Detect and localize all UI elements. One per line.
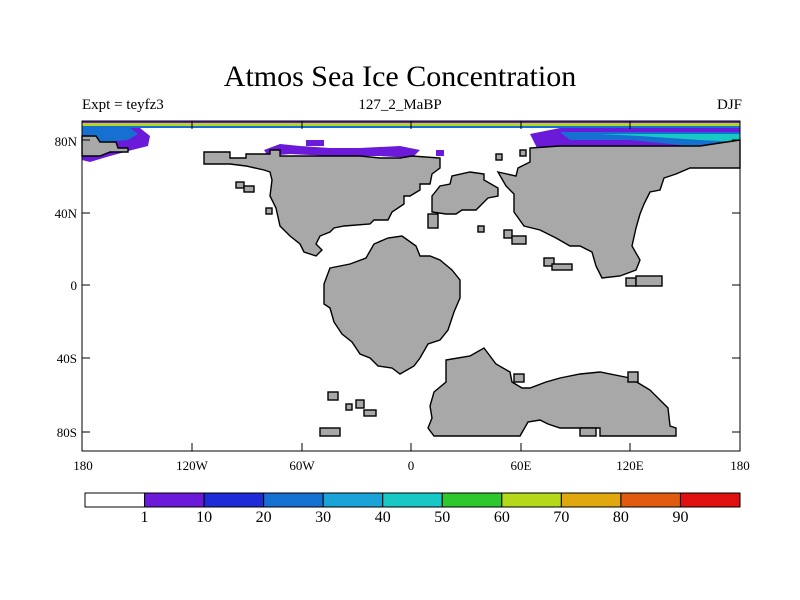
lon-label-60e: 60E	[510, 458, 532, 473]
colorbar-swatch	[322, 492, 384, 508]
colorbar-swatch	[620, 492, 681, 508]
land-island-9	[511, 235, 527, 245]
land-island-2	[243, 185, 255, 193]
land-asia	[496, 139, 741, 279]
colorbar-label: 70	[553, 509, 570, 526]
lon-label-120e: 120E	[616, 458, 644, 473]
map-title: Atmos Sea Ice Concentration	[223, 60, 577, 93]
colorbar-label: 1	[140, 509, 149, 526]
land-island-12	[625, 277, 637, 287]
land-island-21	[627, 371, 639, 383]
land-island-3	[265, 207, 273, 215]
lon-label-0: 0	[407, 458, 415, 473]
time-label: 127_2_MaBP	[358, 97, 442, 113]
land-europe-africa	[431, 171, 499, 215]
land-island-17	[363, 409, 377, 417]
lat-label-80n: 80N	[54, 134, 77, 149]
colorbar	[84, 492, 741, 508]
lon-label-120w: 120W	[176, 458, 208, 473]
land-island-1	[235, 181, 245, 189]
lat-ticks	[82, 139, 740, 433]
colorbar-swatch	[679, 492, 741, 508]
lon-label-180w: 180	[73, 458, 93, 473]
lon-label-180e: 180	[730, 458, 750, 473]
colorbar-swatch	[144, 492, 205, 508]
land-alaska	[81, 135, 129, 157]
season-label: DJF	[716, 97, 742, 113]
colorbar-label: 50	[434, 509, 451, 526]
land-island-8	[503, 229, 513, 239]
land-island-16	[355, 399, 365, 409]
colorbar-swatch	[560, 492, 622, 508]
land-island-20	[513, 373, 525, 383]
colorbar-label: 40	[374, 509, 391, 526]
lat-label-80s: 80S	[56, 425, 77, 440]
colorbar-swatch	[501, 492, 562, 508]
colorbar-label: 30	[315, 509, 332, 526]
land-island-18	[345, 403, 353, 411]
land-island-4	[495, 153, 503, 161]
lon-ticks	[191, 121, 631, 451]
land-island-6	[427, 213, 439, 229]
ice-greenland	[264, 144, 420, 158]
ice-siberia-inner	[600, 134, 740, 142]
colorbar-label: 80	[612, 509, 629, 526]
colorbar-label: 60	[493, 509, 510, 526]
lat-label-40s: 40S	[56, 351, 77, 366]
colorbar-swatch	[203, 492, 265, 508]
land-island-11	[551, 263, 573, 271]
land-island-10	[543, 257, 555, 267]
colorbar-swatch	[84, 492, 146, 508]
ice-floe-1	[306, 140, 324, 146]
land-south-america	[323, 235, 461, 375]
colorbar-label: 90	[672, 509, 689, 526]
land-island-5	[519, 149, 527, 157]
colorbar-label: 10	[196, 509, 213, 526]
colorbar-label: 20	[255, 509, 272, 526]
colorbar-swatch	[382, 492, 443, 508]
land-island-14	[319, 427, 341, 437]
colorbar-swatch	[263, 492, 324, 508]
land-north-america	[203, 149, 441, 257]
experiment-label: Expt = teyfz3	[82, 97, 164, 113]
land-island-19	[579, 427, 597, 437]
land-island-13	[635, 275, 663, 287]
lat-label-0: 0	[70, 278, 78, 293]
land-island-7	[477, 225, 485, 233]
lon-label-60w: 60W	[289, 458, 315, 473]
lat-label-40n: 40N	[54, 206, 77, 221]
land	[81, 135, 741, 437]
land-antarctica-west	[427, 347, 677, 437]
ice-floe-2	[436, 150, 444, 156]
colorbar-swatch	[441, 492, 503, 508]
land-island-15	[327, 391, 339, 401]
